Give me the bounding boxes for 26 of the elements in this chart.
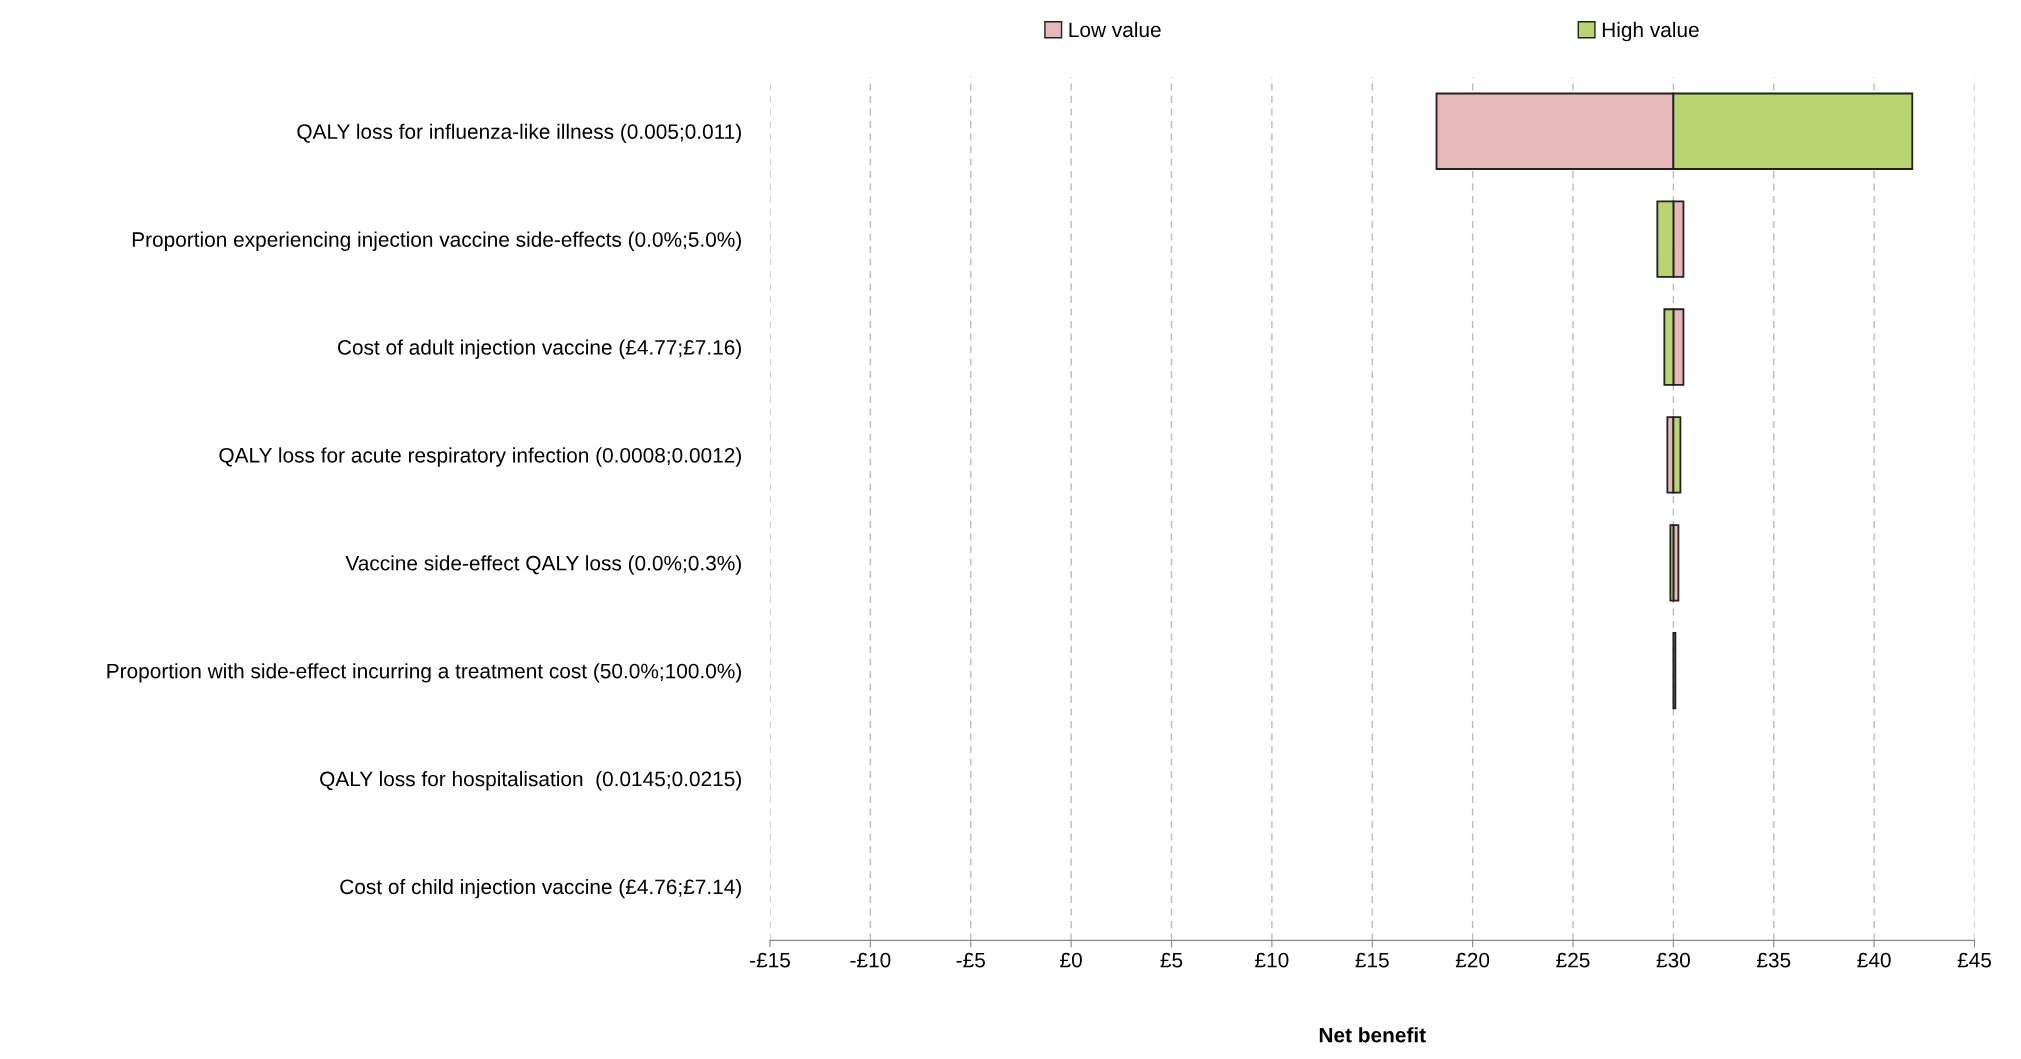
- x-tick-label: £10: [1255, 952, 1289, 968]
- legend-label: High value: [1602, 21, 1699, 42]
- y-tick-label: QALY loss for influenza-like illness (0.005;0.011): [297, 123, 741, 144]
- y-tick-label: Vaccine side-effect QALY loss (0.0%;0.3%): [345, 555, 741, 575]
- bar: [1669, 524, 1675, 602]
- y-tick-label: Cost of child injection vaccine (£4.76;£7.14): [340, 878, 741, 899]
- x-axis-title: Net benefit: [1319, 1027, 1426, 1043]
- x-tick-label: £20: [1455, 952, 1490, 968]
- x-tick-label: £0: [1060, 952, 1082, 968]
- x-tick-label: £25: [1556, 952, 1590, 968]
- x-tick-label: -£10: [850, 952, 891, 968]
- y-tick-label: Cost of adult injection vaccine (£4.77;£7.16): [337, 339, 741, 359]
- legend-label: Low value: [1069, 21, 1161, 38]
- x-tick-label: £30: [1656, 952, 1690, 968]
- y-tick-label: QALY loss for hospitalisation (0.0145;0.0215): [320, 771, 741, 791]
- y-tick-label: QALY loss for acute respiratory infection (0.0008;0.0012): [219, 447, 741, 467]
- x-tick-label: £40: [1857, 952, 1891, 968]
- x-tick-label: £15: [1355, 952, 1389, 968]
- x-tick-label: -£15: [750, 952, 790, 968]
- x-tick-label: £45: [1957, 952, 1992, 968]
- y-tick-label: Proportion with side-effect incurring a treatment cost (50.0%;100.0%): [107, 663, 741, 683]
- x-tick-label: £35: [1756, 952, 1791, 968]
- x-tick-label: £5: [1160, 952, 1183, 968]
- bar: [1672, 632, 1677, 710]
- x-tick-label: -£5: [956, 952, 985, 968]
- y-tick-label: Proportion experiencing injection vaccine side-effects (0.0%;5.0%): [132, 231, 741, 252]
